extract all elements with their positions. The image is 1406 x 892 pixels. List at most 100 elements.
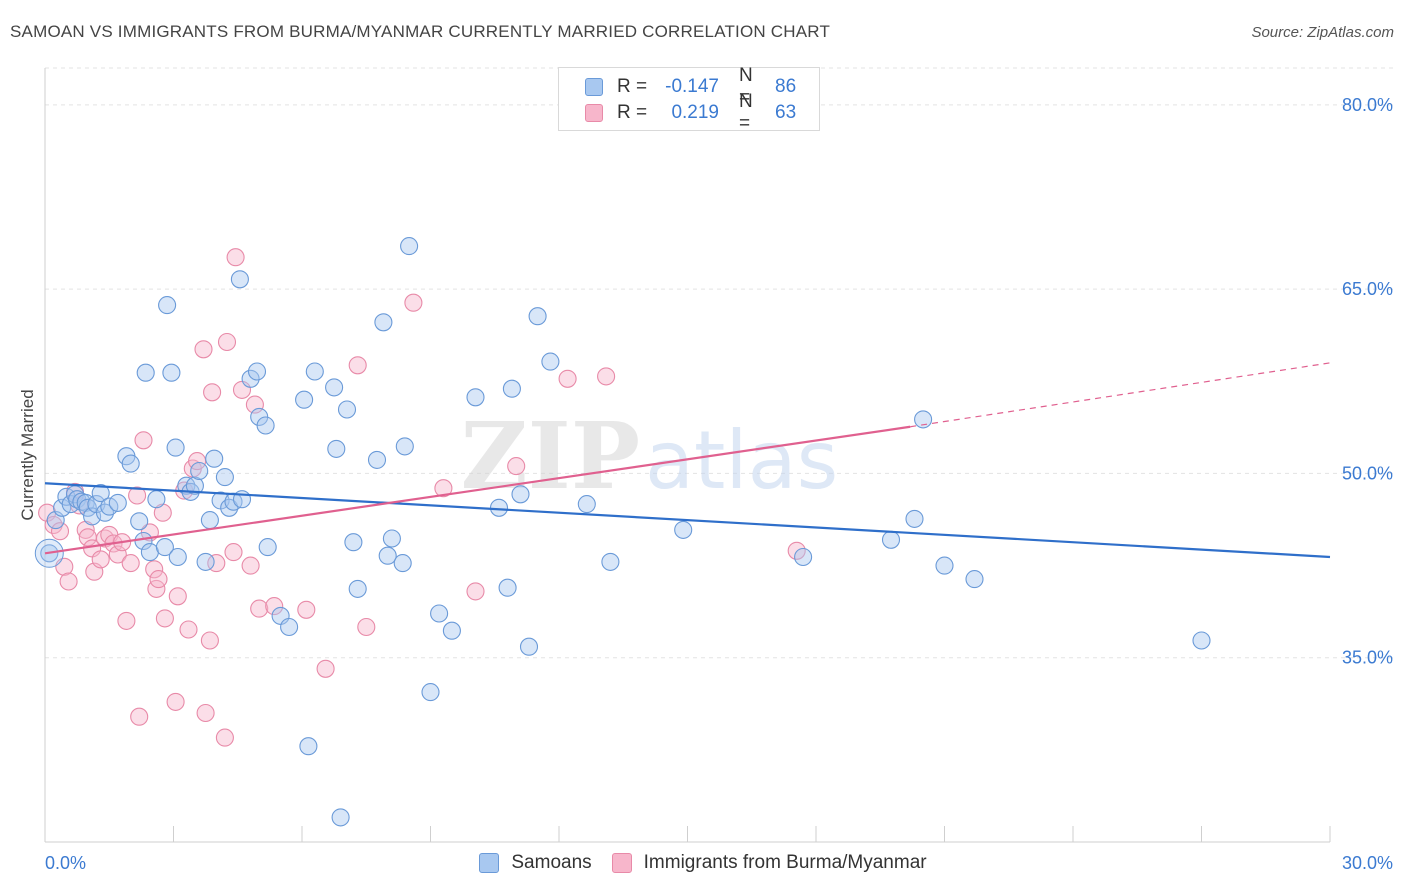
samoan-point — [78, 498, 97, 517]
x-tick-label-min: 0.0% — [45, 853, 86, 873]
burma-point — [348, 356, 367, 375]
burma-point — [194, 340, 213, 359]
samoan-point — [965, 570, 984, 589]
burma-point — [224, 543, 243, 562]
samoan-point — [881, 530, 901, 549]
samoan-point — [168, 547, 187, 567]
samoan-point — [519, 637, 539, 656]
samoan-point — [162, 363, 181, 382]
samoan-point — [325, 378, 344, 397]
legend-n-value: 86 — [775, 76, 797, 97]
samoan-point — [147, 490, 166, 509]
samoan-point — [794, 547, 813, 567]
y-tick-label: 80.0% — [1342, 95, 1393, 115]
chart-title: SAMOAN VS IMMIGRANTS FROM BURMA/MYANMAR … — [10, 22, 831, 41]
burma-point — [179, 620, 198, 639]
legend-item-burma[interactable]: Immigrants from Burma/Myanmar — [611, 852, 927, 874]
stats-legend: R = -0.147 N = 86 R = 0.219 N = 63 — [558, 65, 820, 134]
samoan-point — [1192, 631, 1211, 650]
legend-swatch-samoans — [479, 853, 500, 873]
burma-point — [250, 599, 269, 618]
samoan-point — [256, 416, 275, 435]
samoan-point — [91, 484, 110, 503]
burma-point — [597, 367, 616, 386]
samoan-point — [230, 270, 249, 289]
burma-point — [404, 293, 423, 312]
burma-point — [217, 332, 237, 352]
samoan-point — [400, 237, 419, 256]
source-label: Source: ZipAtlas.com — [1251, 24, 1394, 41]
burma-point — [196, 703, 215, 723]
samoan-point — [196, 552, 215, 571]
samoan-point — [674, 520, 693, 539]
samoan-point — [489, 498, 509, 517]
burma-point — [297, 600, 316, 619]
burma-point — [117, 611, 136, 630]
samoan-point — [331, 808, 350, 827]
burma-point — [128, 486, 147, 505]
samoan-point — [348, 579, 367, 598]
x-ticks — [44, 826, 1331, 842]
burma-point — [265, 597, 284, 616]
burma-point — [134, 431, 153, 450]
y-tick-labels: 35.0% 50.0% 65.0% 80.0% — [1342, 95, 1393, 668]
samoan-point — [914, 410, 933, 429]
burma-point — [130, 707, 149, 726]
burma-point — [121, 554, 140, 573]
samoan-point — [466, 388, 485, 407]
series-legend: Samoans Immigrants from Burma/Myanmar — [0, 852, 1406, 874]
series-burma-points — [38, 248, 806, 747]
samoan-point — [935, 556, 954, 575]
y-tick-label: 65.0% — [1342, 279, 1393, 299]
burma-point — [316, 659, 335, 678]
burma-trend-line — [44, 425, 911, 555]
samoan-point — [158, 296, 177, 315]
samoan-point — [205, 449, 224, 468]
samoan-point — [395, 437, 414, 456]
samoan-point — [528, 307, 547, 326]
burma-point — [59, 572, 78, 591]
samoans-trend-line — [44, 482, 1331, 559]
burma-point — [507, 457, 526, 476]
burma-point — [200, 631, 219, 650]
burma-point — [357, 617, 376, 637]
burma-point — [145, 560, 164, 579]
trend-lines — [44, 362, 1331, 559]
samoan-point — [541, 352, 560, 371]
burma-point — [241, 556, 260, 575]
legend-n-label: N = — [739, 91, 753, 134]
samoan-point — [136, 363, 155, 382]
samoan-point — [280, 617, 299, 637]
legend-label-burma: Immigrants from Burma/Myanmar — [643, 852, 927, 873]
legend-swatch-pink — [585, 104, 603, 122]
samoan-point — [374, 313, 393, 332]
samoan-point — [215, 468, 234, 487]
samoan-point — [130, 512, 149, 531]
samoan-point — [108, 493, 127, 512]
samoan-point — [344, 533, 363, 552]
samoan-point — [502, 379, 521, 398]
samoan-point — [166, 438, 185, 457]
legend-r-value: 0.219 — [671, 102, 719, 123]
legend-row-burma: R = 0.219 N = 63 — [585, 91, 797, 134]
legend-n-value: 63 — [775, 102, 797, 123]
burma-point — [50, 522, 70, 541]
burma-point — [226, 248, 245, 267]
samoan-point — [498, 578, 517, 597]
samoan-point — [190, 461, 209, 481]
series-samoans-points — [34, 237, 1211, 827]
burma-point — [558, 369, 577, 388]
samoan-point — [295, 390, 314, 409]
burma-point — [215, 728, 234, 747]
samoan-point — [905, 509, 924, 528]
legend-r-label: R = — [617, 102, 648, 123]
samoan-point — [241, 369, 260, 388]
legend-r-value: -0.147 — [665, 76, 719, 97]
samoan-point — [442, 621, 461, 640]
legend-item-samoans[interactable]: Samoans — [479, 852, 592, 874]
samoan-point — [601, 552, 620, 571]
samoan-point — [378, 546, 397, 565]
burma-point — [155, 609, 174, 628]
legend-label-samoans: Samoans — [511, 852, 592, 873]
samoan-point — [577, 495, 596, 514]
